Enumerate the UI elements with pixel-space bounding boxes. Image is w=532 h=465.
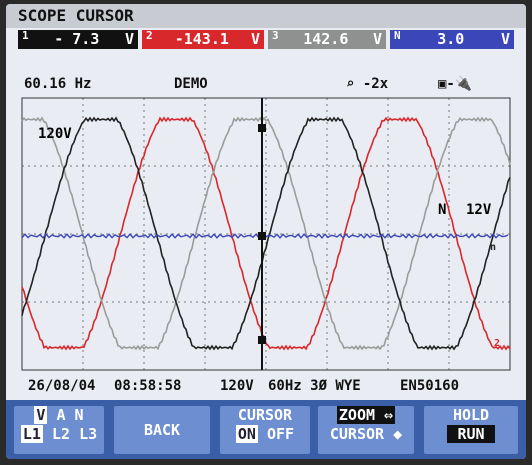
unit: V bbox=[500, 30, 510, 48]
zoom: ⌕ -2x bbox=[346, 76, 388, 92]
plot-frame bbox=[21, 97, 511, 371]
key: OFF bbox=[267, 425, 295, 443]
trace-n-label: n bbox=[490, 242, 496, 253]
trace-2-label: 2 bbox=[494, 338, 500, 349]
row: ZOOM ⇔ bbox=[318, 406, 414, 425]
reading-n: N 3.0 V bbox=[390, 30, 514, 49]
key: V bbox=[34, 406, 48, 424]
reading-3: 3 142.6 V bbox=[268, 30, 386, 49]
unit: V bbox=[250, 30, 260, 48]
value: 142.6 bbox=[303, 30, 349, 48]
row: CURSOR bbox=[237, 406, 293, 424]
row: V A N bbox=[14, 406, 104, 425]
unit: V bbox=[372, 30, 382, 48]
waveform bbox=[21, 116, 511, 351]
row: L1 L2 L3 bbox=[14, 425, 104, 444]
channel: 1 bbox=[22, 29, 29, 42]
config: 60Hz 3Ø WYE bbox=[268, 378, 361, 394]
key: ZOOM ⇔ bbox=[336, 406, 396, 424]
button-zoom[interactable]: ZOOM ⇔ CURSOR ◆ bbox=[318, 406, 414, 454]
row: CURSOR ◆ bbox=[329, 425, 403, 443]
power-icon: ▣-🔌 bbox=[438, 76, 473, 92]
reading-2: 2 -143.1 V bbox=[142, 30, 264, 49]
neutral-label: N bbox=[438, 202, 446, 218]
mode: DEMO bbox=[174, 76, 208, 92]
button-hold[interactable]: HOLD RUN bbox=[424, 406, 518, 454]
scope-plot: 120V N 12V n 2 bbox=[21, 97, 511, 371]
zoom-icon: ⌕ bbox=[346, 76, 363, 92]
scale-left: 120V bbox=[38, 126, 72, 142]
key: L3 bbox=[79, 425, 98, 443]
unit: V bbox=[124, 30, 134, 48]
channel: N bbox=[394, 29, 401, 42]
key: N bbox=[74, 406, 84, 424]
channel: 2 bbox=[146, 29, 153, 42]
button-phase[interactable]: V A N L1 L2 L3 bbox=[14, 406, 104, 454]
frequency: 60.16 Hz bbox=[24, 76, 92, 92]
row: HOLD bbox=[452, 406, 490, 424]
value: 3.0 bbox=[437, 30, 465, 48]
key: L1 bbox=[20, 425, 43, 443]
scale-right: 12V bbox=[466, 202, 492, 218]
button-cursor[interactable]: CURSOR ON OFF bbox=[220, 406, 310, 454]
waveform bbox=[21, 116, 511, 351]
title: SCOPE CURSOR bbox=[6, 4, 526, 28]
row: ON OFF bbox=[220, 425, 310, 444]
key: L2 bbox=[51, 425, 71, 443]
key: ON bbox=[235, 425, 258, 443]
reading-1: 1 - 7.3 V bbox=[18, 30, 138, 49]
date: 26/08/04 bbox=[28, 378, 96, 394]
channel: 3 bbox=[272, 29, 279, 42]
row: RUN bbox=[424, 425, 518, 444]
voltage: 120V bbox=[220, 378, 254, 394]
key: A bbox=[56, 406, 66, 424]
time: 08:58:58 bbox=[114, 378, 182, 394]
standard: EN50160 bbox=[400, 378, 460, 394]
key: RUN bbox=[447, 425, 495, 443]
zoom-value: -2x bbox=[362, 76, 389, 92]
value: -143.1 bbox=[174, 30, 229, 48]
button-back[interactable]: BACK bbox=[114, 406, 210, 454]
value: - 7.3 bbox=[54, 30, 100, 48]
